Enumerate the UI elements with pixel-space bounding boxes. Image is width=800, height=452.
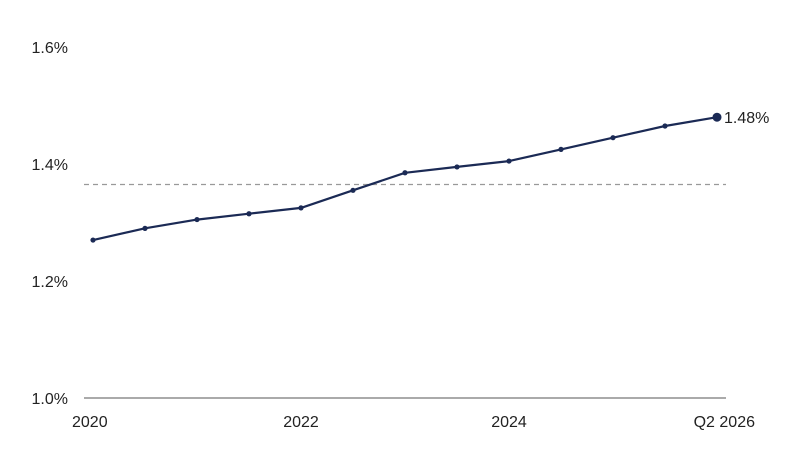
x-tick-label: 2020: [72, 414, 108, 431]
series-point: [350, 187, 356, 193]
series-point: [506, 158, 512, 164]
y-tick-label: 1.4%: [32, 157, 68, 174]
series-point: [558, 146, 564, 152]
series-point: [662, 123, 668, 129]
series-point: [298, 205, 304, 211]
series-line: [92, 116, 718, 242]
series-point: [142, 225, 148, 231]
series-end-point: [712, 112, 722, 122]
series-point: [90, 237, 96, 243]
series-point: [402, 170, 408, 176]
y-tick-label: 1.0%: [32, 391, 68, 408]
end-value-label: 1.48%: [724, 110, 769, 127]
x-axis-ticks: 2020 2022 2024 Q2 2026: [72, 414, 755, 431]
series-points: [90, 112, 722, 243]
series-point: [246, 211, 252, 217]
series-point: [610, 135, 616, 141]
series-point: [194, 216, 200, 223]
x-tick-label: Q2 2026: [694, 414, 755, 431]
x-tick-label: 2022: [283, 414, 319, 431]
x-tick-label: 2024: [491, 414, 527, 431]
y-axis-ticks: 1.6% 1.4% 1.2% 1.0%: [32, 40, 68, 408]
y-tick-label: 1.6%: [32, 40, 68, 57]
series-point: [454, 164, 460, 170]
y-tick-label: 1.2%: [32, 274, 68, 291]
